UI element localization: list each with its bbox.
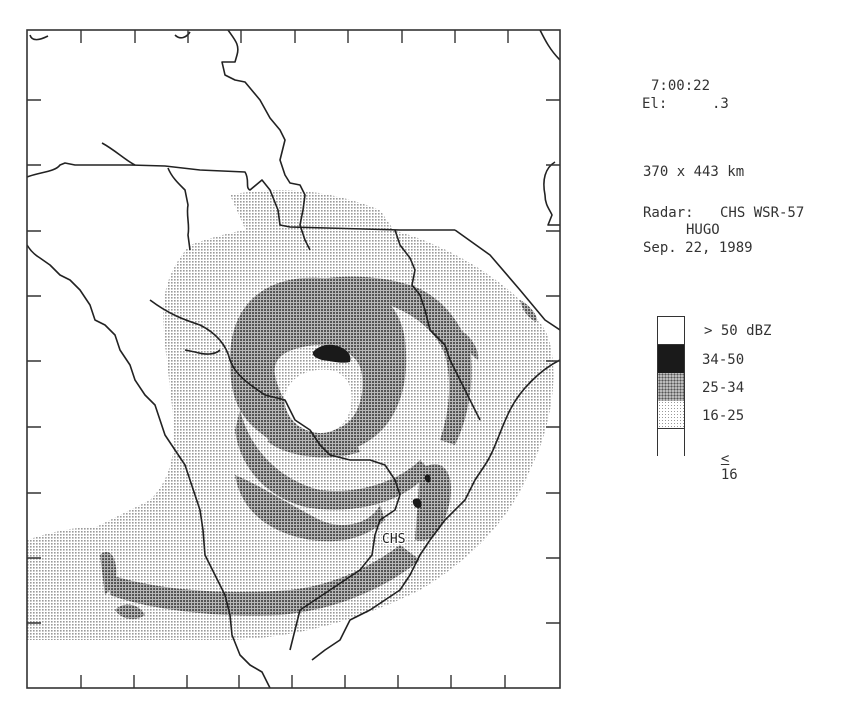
legend-swatch-le16 [658,429,684,457]
radar-label: Radar: [643,205,694,221]
river-boundary [221,30,311,251]
legend-swatch-column [657,316,685,457]
radar-id: CHS WSR-57 [720,205,805,221]
echo-moderate-outer-band [110,545,420,616]
map-frame [26,29,561,689]
coastline [311,359,560,661]
legend-label-25-34: 25-34 [702,380,745,396]
date-label: Sep. 22, 1989 [643,240,753,256]
time-label: 7:00:22 [651,78,711,94]
legend-swatch-gt50 [658,317,684,345]
reflectivity-layer [27,190,554,640]
state-boundary-north [27,162,455,231]
legend-label-34-50: 34-50 [702,352,745,368]
legend-swatch-16-25 [658,401,684,429]
legend-swatch-34-50 [658,345,684,373]
station-label: CHS [382,532,405,547]
legend-value-16: 16 [720,467,738,483]
legend-label-le16: < 16 [704,435,738,483]
storm-name: HUGO [686,222,720,238]
elevation-value: .3 [712,96,729,112]
echo-moderate-inner-ring [230,277,407,455]
dimensions-label: 370 x 443 km [643,164,745,180]
legend-label-gt50: > 50 dBZ [704,323,772,339]
less-equal-symbol: < [720,451,730,467]
hurricane-eye [284,369,352,434]
echo-heavy-cell [312,344,351,363]
axis-ticks [27,30,560,688]
legend-label-16-25: 16-25 [702,408,745,424]
legend-swatch-25-34 [658,373,684,401]
boundaries [27,30,560,688]
elevation-label: El: [642,96,668,112]
